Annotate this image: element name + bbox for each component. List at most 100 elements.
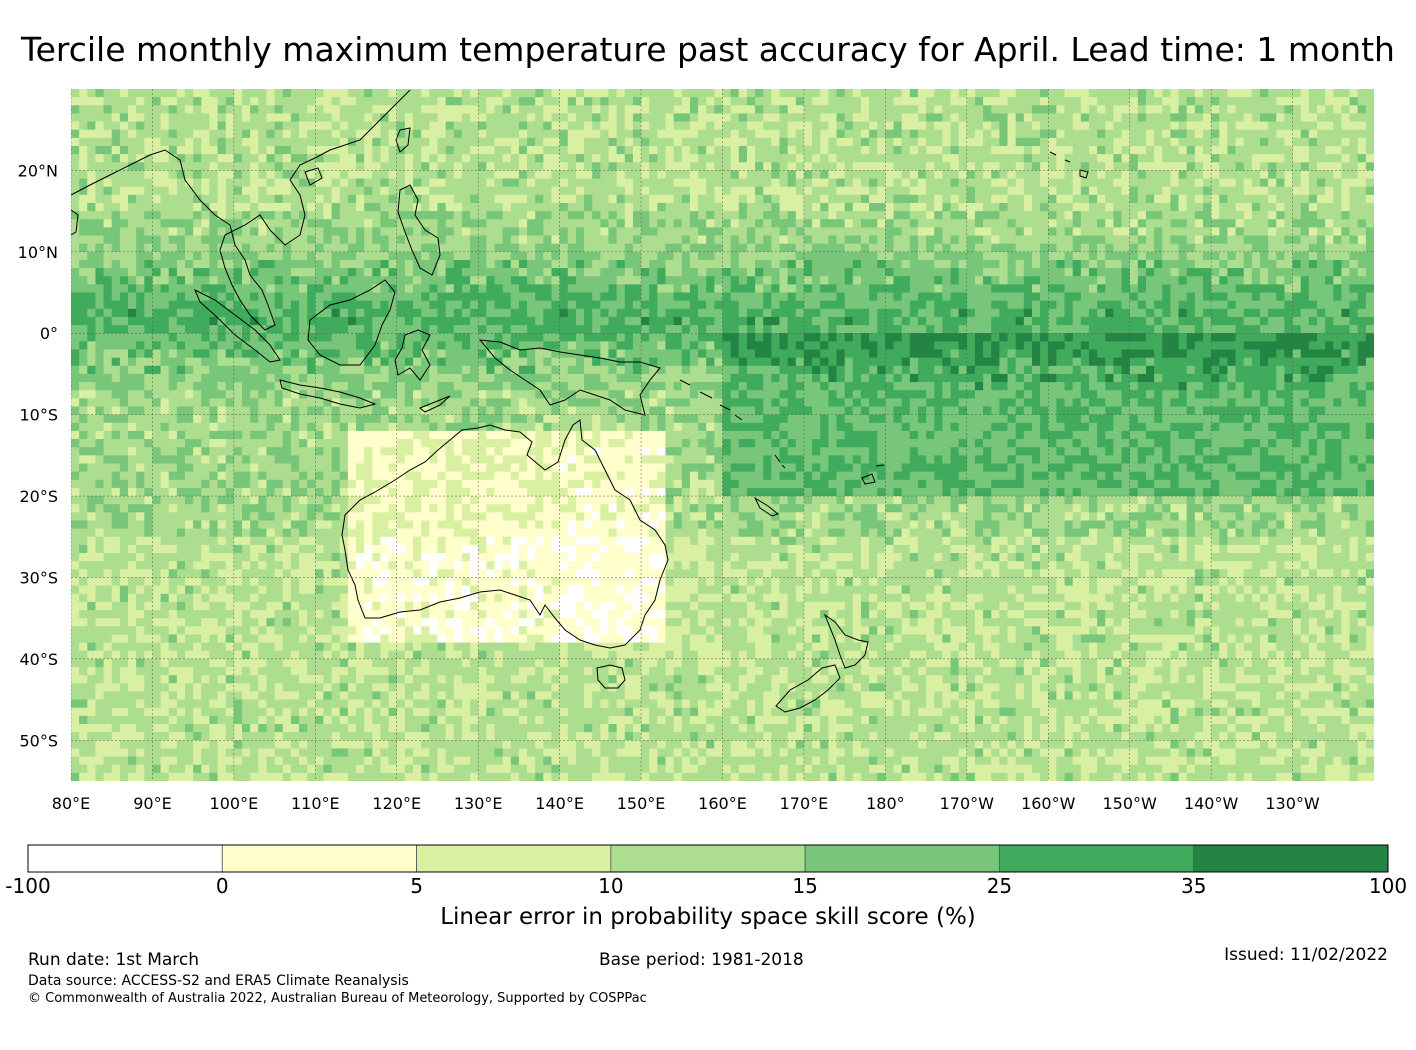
grid-cell [535, 89, 544, 98]
grid-cell [1007, 333, 1017, 342]
grid-cell [1219, 202, 1229, 212]
grid-cell [1259, 105, 1269, 115]
grid-cell [608, 325, 618, 334]
grid-cell [380, 300, 390, 310]
grid-cell [144, 154, 154, 163]
grid-cell [999, 243, 1009, 253]
grid-cell [1105, 259, 1114, 269]
grid-cell [470, 145, 479, 155]
grid-cell [404, 178, 414, 188]
grid-cell [307, 284, 316, 294]
grid-cell [1202, 194, 1212, 204]
grid-cell [461, 243, 471, 253]
grid-cell [356, 170, 365, 180]
grid-cell [185, 284, 194, 294]
grid-cell [852, 186, 862, 196]
grid-cell [1105, 300, 1114, 310]
grid-cell [160, 121, 170, 131]
grid-cell [1243, 259, 1253, 269]
grid-cell [356, 333, 365, 342]
grid-cell [413, 316, 422, 326]
grid-cell [119, 308, 129, 318]
grid-cell [1178, 202, 1188, 212]
grid-cell [584, 97, 593, 106]
grid-cell [763, 243, 772, 253]
grid-cell [1162, 276, 1172, 285]
grid-cell [282, 211, 292, 220]
grid-cell [1170, 202, 1180, 212]
grid-cell [299, 194, 308, 204]
grid-cell [339, 162, 349, 172]
grid-cell [730, 137, 740, 147]
grid-cell [869, 259, 878, 269]
grid-cell [999, 316, 1009, 326]
grid-cell [608, 145, 618, 155]
grid-cell [1023, 259, 1033, 269]
grid-cell [282, 178, 292, 188]
grid-cell [942, 235, 952, 245]
grid-cell [1202, 259, 1212, 269]
grid-cell [974, 259, 984, 269]
grid-cell [1178, 300, 1188, 310]
grid-cell [535, 194, 544, 204]
grid-cell [209, 259, 219, 269]
grid-cell [396, 235, 406, 245]
grid-cell [575, 129, 585, 139]
grid-cell [1048, 194, 1057, 204]
grid-cell [421, 243, 430, 253]
grid-cell [201, 268, 211, 277]
grid-cell [1015, 121, 1025, 131]
grid-cell [543, 227, 553, 237]
grid-cell [282, 202, 292, 212]
grid-cell [1276, 202, 1286, 212]
grid-cell [274, 97, 284, 106]
grid-cell [641, 292, 650, 302]
grid-cell [429, 113, 439, 123]
grid-cell [1194, 325, 1204, 334]
grid-cell [999, 259, 1009, 269]
grid-cell [274, 316, 284, 326]
grid-cell [486, 178, 496, 188]
grid-cell [510, 137, 520, 147]
grid-cell [551, 284, 561, 294]
grid-cell [689, 113, 699, 123]
grid-cell [632, 121, 642, 131]
grid-cell [1292, 162, 1302, 172]
grid-cell [567, 162, 577, 172]
grid-cell [1113, 89, 1123, 98]
map-panel[interactable] [71, 89, 1375, 782]
grid-cell [388, 333, 398, 342]
grid-cell [600, 186, 610, 196]
grid-cell [103, 276, 113, 285]
grid-cell [950, 129, 960, 139]
grid-cell [1341, 170, 1351, 180]
grid-cell [714, 105, 724, 115]
grid-cell [1292, 129, 1302, 139]
grid-cell [1259, 113, 1269, 123]
grid-cell [641, 227, 650, 237]
grid-cell [144, 137, 154, 147]
grid-cell [1341, 243, 1351, 253]
grid-cell [1097, 170, 1106, 180]
grid-cell [909, 154, 919, 163]
grid-cell [665, 186, 675, 196]
grid-cell [445, 333, 455, 342]
grid-cell [714, 259, 724, 269]
grid-cell [1040, 145, 1049, 155]
grid-cell [592, 292, 601, 302]
grid-cell [1040, 316, 1049, 326]
grid-cell [974, 292, 984, 302]
grid-cell [1064, 284, 1074, 294]
grid-cell [1235, 268, 1245, 277]
grid-cell [698, 325, 707, 334]
grid-cell [193, 325, 202, 334]
grid-cell [1097, 243, 1106, 253]
grid-cell [1292, 211, 1302, 220]
grid-cell [347, 292, 357, 302]
grid-cell [339, 268, 349, 277]
grid-cell [1211, 170, 1220, 180]
grid-cell [771, 235, 781, 245]
grid-cell [730, 308, 740, 318]
grid-cell [1170, 276, 1180, 285]
grid-cell [429, 292, 439, 302]
